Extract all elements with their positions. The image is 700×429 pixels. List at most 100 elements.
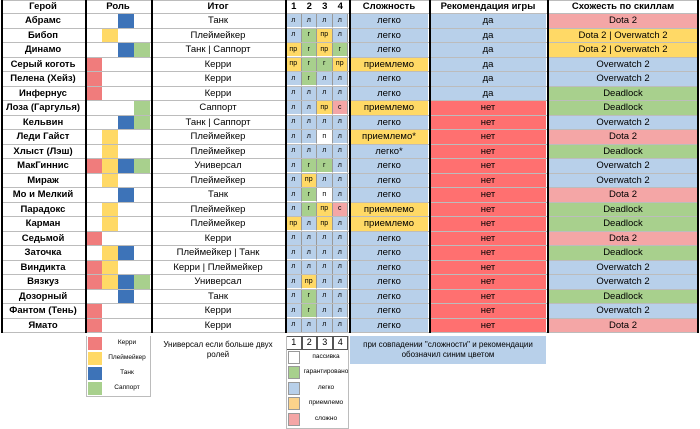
role-swatch — [86, 71, 102, 86]
role-swatch — [86, 158, 102, 173]
hero-name: Мо и Мелкий — [12, 189, 74, 200]
itog-value: Универсал — [194, 160, 242, 171]
skill-rating: л — [332, 28, 348, 43]
role-swatch — [86, 14, 102, 29]
role-swatch — [102, 28, 118, 43]
recommendation-value: нет — [430, 216, 546, 231]
recommendation-value: нет — [430, 245, 546, 260]
skill-rating: л — [301, 216, 317, 231]
skill-rating: л — [317, 245, 333, 260]
skill-rating: л — [286, 245, 302, 260]
role-swatch — [102, 129, 118, 144]
legend-skill-swatch — [288, 381, 300, 395]
legend-skill-num: 1 — [286, 335, 302, 350]
role-swatch — [86, 130, 102, 145]
recommendation-value: нет — [430, 202, 546, 217]
skill-rating: л — [286, 71, 302, 86]
similarity-value: Deadlock — [548, 144, 698, 159]
role-swatch — [134, 86, 150, 101]
role-swatch — [118, 173, 134, 188]
recommendation-value: нет — [430, 303, 546, 318]
skill-rating: л — [286, 202, 302, 217]
skill-rating: л — [286, 100, 302, 115]
skill-rating: л — [301, 144, 317, 159]
legend-skill-swatch — [288, 366, 300, 379]
column-divider — [697, 0, 699, 333]
role-swatch — [102, 188, 118, 203]
skill-rating: л — [286, 158, 302, 173]
complexity-value: легко — [350, 42, 428, 57]
similarity-value: Deadlock — [548, 245, 698, 260]
itog-value: Танк — [207, 189, 229, 200]
recommendation-value: нет — [430, 289, 546, 304]
role-swatch — [118, 13, 134, 28]
role-swatch — [134, 274, 150, 289]
role-swatch — [86, 28, 102, 43]
hero-name: Инфернус — [19, 87, 67, 99]
similarity-value: Overwatch 2 — [548, 71, 698, 86]
header-complexity: Сложность — [362, 0, 416, 12]
legend-border — [86, 335, 87, 396]
recommendation-value: нет — [430, 318, 546, 333]
role-swatch — [86, 101, 102, 116]
hero-name: Дозорный — [18, 290, 68, 302]
skill-rating: г — [301, 28, 317, 43]
complexity-value: легко — [350, 289, 428, 304]
itog-value: Танк — [207, 15, 229, 26]
complexity-value: приемлемо* — [350, 129, 428, 144]
hero-name: Кельвин — [22, 116, 64, 128]
column-divider — [547, 0, 549, 333]
role-swatch — [102, 43, 118, 58]
role-swatch — [134, 231, 150, 246]
skill-rating: л — [286, 187, 302, 202]
recommendation-value: нет — [430, 144, 546, 159]
role-swatch — [118, 57, 134, 72]
skill-rating: с — [332, 202, 348, 217]
skill-rating: л — [332, 173, 348, 188]
itog-value: Керри — [204, 58, 232, 70]
legend-role-label: Плеймейкер — [108, 353, 146, 361]
skill-rating: л — [332, 289, 348, 304]
skill-rating: л — [317, 318, 333, 333]
skill-rating: л — [317, 86, 333, 101]
skill-rating: с — [332, 100, 348, 115]
skill-rating: п — [317, 187, 333, 202]
skill-rating: л — [332, 303, 348, 318]
role-swatch — [118, 101, 134, 116]
hero-name: Абрамс — [25, 15, 61, 26]
recommendation-value: нет — [430, 231, 546, 246]
column-divider — [285, 0, 287, 333]
recommendation-value: нет — [430, 274, 546, 289]
skill-rating: л — [332, 13, 348, 28]
similarity-value: Dota 2 — [548, 231, 698, 246]
role-swatch — [86, 246, 102, 261]
row-divider — [2, 332, 698, 333]
skill-rating: л — [317, 71, 333, 86]
legend-border — [348, 335, 349, 428]
itog-value: Танк | Саппорт — [185, 116, 251, 128]
role-swatch — [102, 318, 118, 333]
role-swatch — [134, 318, 150, 333]
skill-rating: л — [332, 158, 348, 173]
skill-rating: л — [301, 115, 317, 130]
hero-name: Виндикта — [20, 261, 66, 273]
header-role: Роль — [106, 0, 130, 12]
role-swatch — [102, 14, 118, 29]
legend-role-label: Керри — [117, 338, 137, 346]
skill-rating: л — [301, 231, 317, 246]
similarity-value: Dota 2 — [548, 13, 698, 28]
recommendation-note: при совпадении "сложности" и рекомендаци… — [350, 335, 546, 364]
hero-name: Леди Гайст — [16, 131, 70, 142]
legend-border — [150, 335, 151, 396]
role-swatch — [118, 289, 134, 304]
legend-border — [86, 395, 151, 397]
recommendation-value: нет — [430, 260, 546, 275]
similarity-value: Overwatch 2 — [548, 57, 698, 72]
legend-skill-num: 2 — [301, 335, 317, 350]
role-swatch — [86, 188, 102, 203]
skill-rating: г — [301, 303, 317, 318]
role-swatch — [134, 42, 150, 57]
hero-name: МакГиннис — [17, 160, 69, 171]
skill-rating: л — [332, 318, 348, 333]
legend-skill-label: сложно — [314, 414, 338, 422]
